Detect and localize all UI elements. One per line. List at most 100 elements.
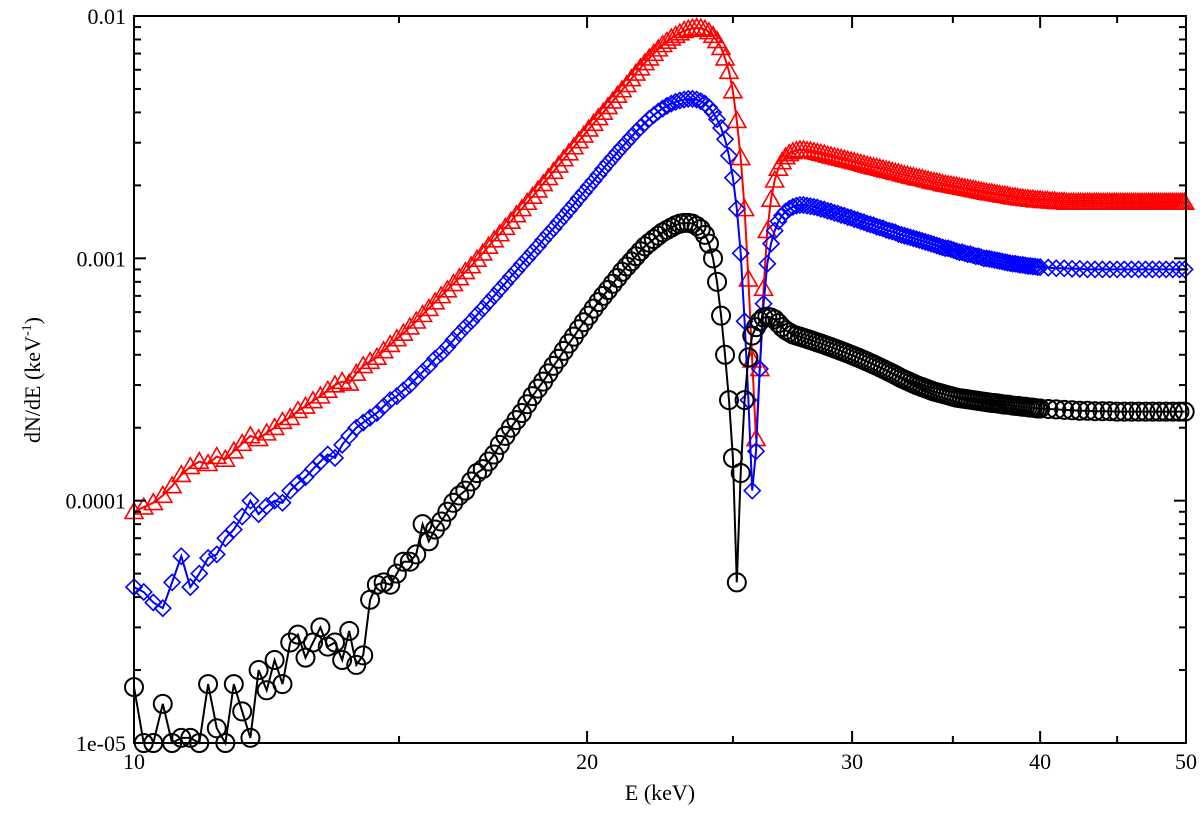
data-point-triangle [466,248,488,267]
data-point-circle [353,645,374,666]
data-point-triangle [592,101,614,120]
data-point-diamond [564,195,583,214]
data-point-diamond [886,223,905,242]
data-point-diamond [549,213,568,232]
data-point-diamond [703,103,723,122]
data-point-triangle [859,155,881,174]
data-point-diamond [758,254,777,273]
data-point-diamond [707,110,727,129]
data-point-diamond [539,224,558,244]
data-point-diamond [1100,260,1119,279]
y-tick-label: 0.0001 [66,489,127,514]
data-point-triangle [820,145,842,164]
data-point-circle [1084,401,1105,422]
data-point-circle [698,233,719,254]
data-point-diamond [649,102,668,121]
data-point-triangle [436,279,458,298]
data-point-triangle [256,422,278,441]
data-point-diamond [715,130,735,149]
data-point-diamond [608,143,627,162]
data-point-circle [734,390,755,411]
data-point-circle [703,248,724,269]
data-point-diamond [518,249,537,268]
data-point-diamond [419,356,438,375]
data-point-triangle [891,163,912,182]
data-point-triangle [673,20,695,39]
data-point-triangle [373,340,394,359]
data-point-triangle [843,151,865,170]
data-point-diamond [743,481,762,500]
data-point-diamond [870,218,889,237]
data-point-triangle [827,147,849,166]
data-point-triangle [272,410,293,430]
data-point-diamond [1070,259,1089,278]
data-point-diamond [987,251,1007,270]
data-point-triangle [553,148,575,167]
data-point-diamond [825,203,844,223]
data-point-diamond [496,274,515,293]
data-point-triangle [694,18,716,38]
data-point-diamond [233,507,252,526]
data-point-triangle [399,316,421,335]
data-point-diamond [207,545,226,564]
y-tick-label: 1e-05 [76,731,126,756]
data-point-triangle [630,57,651,76]
data-point-triangle [698,21,720,40]
data-point-circle [1099,401,1120,422]
data-point-triangle [161,475,183,494]
data-point-circle [573,312,594,333]
data-point-triangle [359,350,381,370]
data-point-triangle [430,285,452,304]
data-point-triangle [756,220,778,239]
data-point-circle [310,617,331,638]
data-point-circle [1077,400,1098,421]
data-point-diamond [512,255,531,274]
data-point-triangle [677,18,699,38]
y-tick-label: 0.001 [77,246,127,271]
data-point-triangle [424,291,446,310]
data-point-triangle [634,52,656,71]
data-point-diamond [288,474,308,493]
y-axis-title-superscript: -1 [20,324,35,336]
data-point-circle [484,444,505,465]
data-point-circle [406,544,427,565]
data-point-triangle [133,496,155,515]
data-point-triangle [568,130,590,149]
data-point-diamond [444,330,463,350]
data-point-diamond [198,548,218,568]
data-point-diamond [990,251,1009,271]
data-point-diamond [1170,260,1189,279]
data-point-triangle [690,17,712,36]
data-point-diamond [719,146,739,165]
data-point-diamond [559,201,578,220]
data-point-triangle [483,229,505,248]
data-point-diamond [679,89,698,109]
data-point-circle [248,660,269,681]
data-point-circle [1162,401,1183,422]
data-point-triangle [813,143,835,162]
data-point-triangle [847,152,868,171]
data-point-diamond [544,219,563,238]
data-point-triangle [264,417,285,436]
data-point-diamond [462,312,481,331]
data-point-circle [558,333,579,354]
data-point-circle [1107,401,1128,422]
data-point-diamond [360,408,380,427]
data-point-diamond [507,261,526,280]
data-point-diamond [982,250,1001,269]
data-point-diamond [974,249,993,268]
data-point-triangle [652,34,673,53]
data-point-circle [583,298,604,319]
x-tick-label: 30 [841,749,863,774]
data-point-triangle [279,407,301,426]
data-point-diamond [603,148,622,167]
data-point-triangle [856,154,878,173]
data-point-circle [152,693,173,714]
data-point-circle [280,632,301,653]
axis-ticks: 10 20 30 40 50 1e-05 0.0001 0.001 0.01 [66,4,1198,774]
data-point-diamond [653,99,672,118]
data-point-circle [1169,401,1190,422]
data-point-circle [764,309,785,330]
data-point-diamond [589,165,608,185]
data-point-circle [527,378,548,399]
